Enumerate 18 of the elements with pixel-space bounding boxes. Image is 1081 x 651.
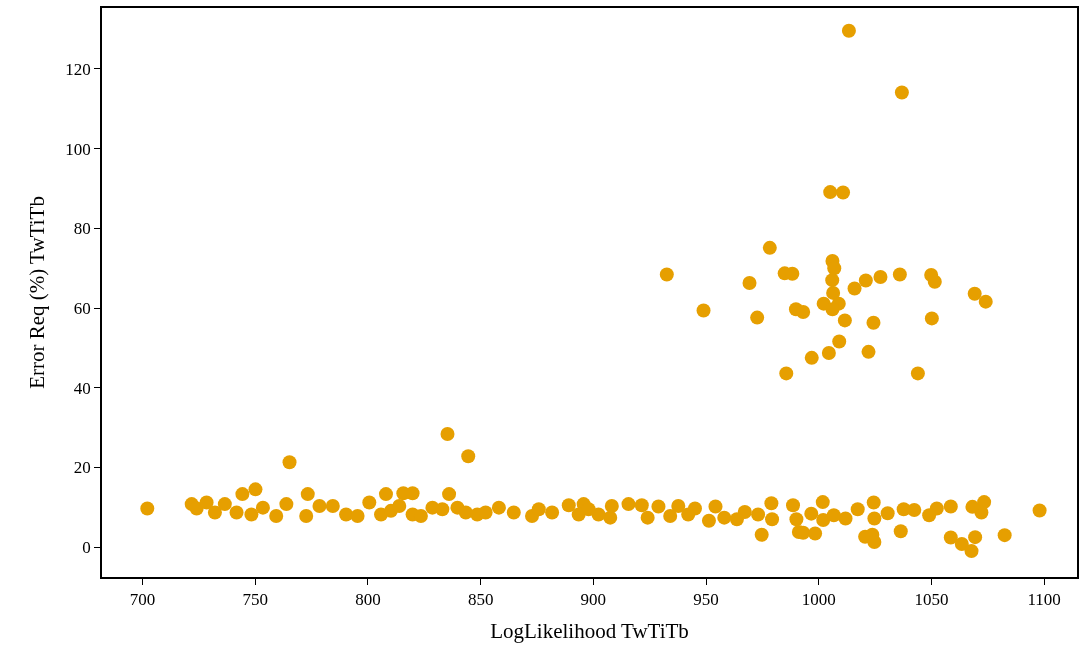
y-tick-label: 80	[73, 219, 91, 239]
x-tick-label: 700	[129, 590, 156, 610]
x-tick-label: 1000	[801, 590, 836, 610]
x-tick-label: 800	[355, 590, 381, 610]
y-tick-label: 60	[73, 298, 91, 318]
y-tick-label: 100	[65, 139, 91, 159]
x-axis-title: LogLikelihood TwTiTb	[490, 618, 689, 643]
y-tick-label: 120	[65, 59, 91, 79]
y-tick-label: 20	[73, 458, 91, 478]
x-tick-label: 950	[693, 590, 719, 610]
y-tick-label: 40	[73, 378, 91, 398]
x-tick-label: 850	[467, 590, 494, 610]
x-tick-label: 750	[242, 590, 269, 610]
y-axis-title: Error Req (%) TwTiTb	[25, 196, 49, 389]
y-tick-label: 0	[82, 538, 91, 558]
x-tick-label: 1100	[1027, 590, 1061, 610]
x-tick-label: 900	[580, 590, 607, 610]
x-tick-label: 1050	[914, 590, 949, 610]
